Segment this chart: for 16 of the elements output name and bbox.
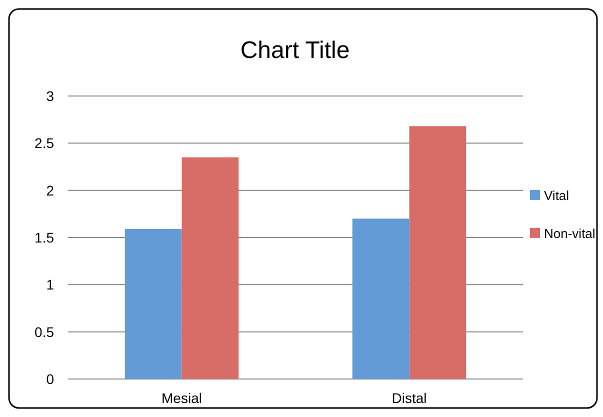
y-tick-label: 2 [46, 182, 54, 198]
y-tick-label: 1.5 [34, 230, 54, 246]
legend-label: Vital [544, 188, 570, 203]
chart-title: Chart Title [240, 37, 350, 64]
bar [409, 126, 466, 379]
y-tick-label: 2.5 [34, 135, 54, 152]
y-tick-label: 0 [46, 371, 54, 387]
bar [182, 157, 239, 379]
x-tick-label: Mesial [162, 390, 202, 406]
y-tick-label: 0.5 [34, 324, 54, 340]
bar [352, 218, 410, 379]
legend-label: Non-vital [544, 226, 596, 241]
y-tick-label: 3 [46, 88, 54, 104]
y-tick-label: 1 [46, 276, 54, 293]
x-tick-label: Distal [392, 390, 427, 406]
bar [124, 229, 182, 379]
